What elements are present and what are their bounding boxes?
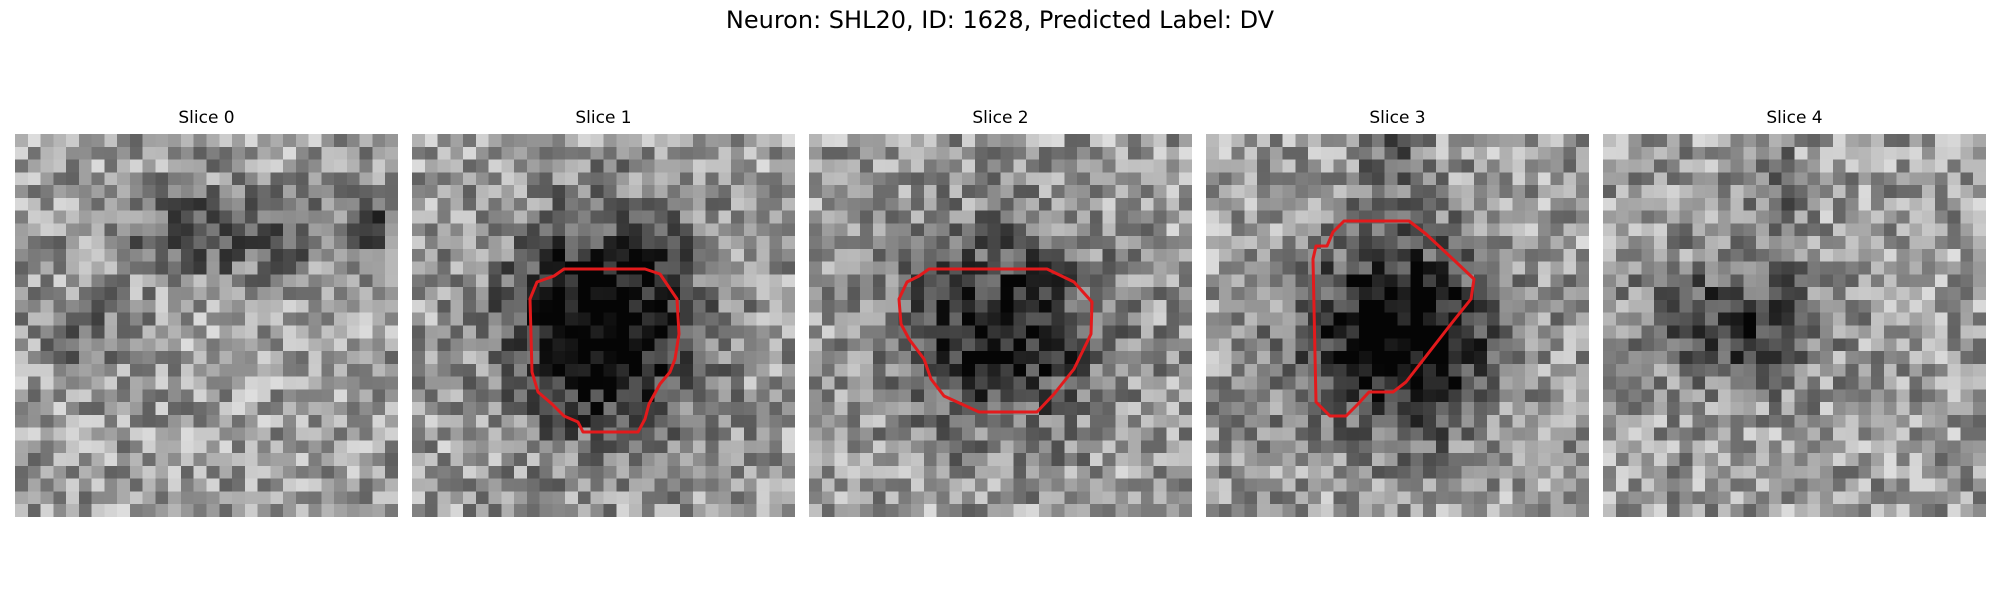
slice-title: Slice 2 xyxy=(972,108,1029,128)
slice-image xyxy=(412,134,795,517)
slice-image xyxy=(15,134,398,517)
neuron-contour xyxy=(528,267,681,434)
slice-title: Slice 4 xyxy=(1766,108,1823,128)
slice-title: Slice 1 xyxy=(575,108,632,128)
slice-image xyxy=(1603,134,1986,517)
slice-panel-4: Slice 4 xyxy=(1603,108,1986,517)
neuron-contour xyxy=(1311,219,1476,418)
neuron-contour xyxy=(897,267,1094,414)
slice-panel-3: Slice 3 xyxy=(1206,108,1589,517)
slice-image xyxy=(1206,134,1589,517)
slice-title: Slice 0 xyxy=(178,108,235,128)
slice-title: Slice 3 xyxy=(1369,108,1426,128)
slice-panel-1: Slice 1 xyxy=(412,108,795,517)
slice-image xyxy=(809,134,1192,517)
slice-panel-0: Slice 0 xyxy=(15,108,398,517)
figure-title: Neuron: SHL20, ID: 1628, Predicted Label… xyxy=(725,6,1275,34)
slice-panel-2: Slice 2 xyxy=(809,108,1192,517)
